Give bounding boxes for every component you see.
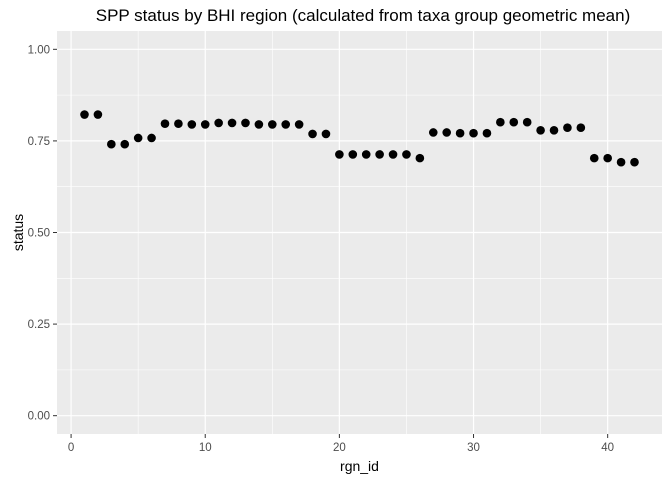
data-point xyxy=(174,119,183,128)
data-point xyxy=(308,129,317,139)
data-point xyxy=(107,139,116,149)
data-point xyxy=(335,150,344,159)
data-point xyxy=(321,129,331,139)
data-point xyxy=(482,128,492,138)
data-point xyxy=(160,119,170,128)
y-axis-title: status xyxy=(10,214,26,251)
data-point xyxy=(187,120,197,129)
data-point xyxy=(469,128,478,138)
x-tick-label: 20 xyxy=(333,442,346,454)
data-point xyxy=(522,117,532,127)
data-point xyxy=(268,120,277,129)
data-point xyxy=(227,118,237,128)
x-tick-label: 10 xyxy=(199,442,212,454)
data-point xyxy=(294,120,304,129)
x-tick-label: 40 xyxy=(601,442,614,454)
y-tick-label: 0.50 xyxy=(28,228,50,240)
data-point xyxy=(603,153,612,163)
data-point xyxy=(549,125,559,135)
data-point xyxy=(375,150,384,159)
data-point xyxy=(254,120,264,129)
data-point xyxy=(214,118,223,128)
data-point xyxy=(630,157,639,167)
data-point xyxy=(563,123,572,133)
data-point xyxy=(133,133,143,143)
data-point xyxy=(496,117,505,127)
y-tick-label: 0.00 xyxy=(28,411,50,423)
data-point xyxy=(80,110,89,119)
data-point xyxy=(348,150,358,159)
data-point xyxy=(147,133,156,143)
data-point xyxy=(200,120,210,129)
data-point xyxy=(616,157,626,167)
data-point xyxy=(536,125,545,135)
y-tick-label: 0.75 xyxy=(28,136,50,148)
data-point xyxy=(402,150,411,159)
data-point xyxy=(281,120,291,129)
data-points xyxy=(80,110,639,167)
data-point xyxy=(93,110,103,119)
data-point xyxy=(388,150,398,159)
data-point xyxy=(509,117,519,127)
data-point xyxy=(415,153,425,163)
chart-title: SPP status by BHI region (calculated fro… xyxy=(96,6,631,25)
data-point xyxy=(361,150,371,159)
data-point xyxy=(455,128,465,138)
y-axis-ticks: 0.00 0.25 0.50 0.75 1.00 xyxy=(28,44,57,423)
data-point xyxy=(576,123,586,133)
data-point xyxy=(589,153,599,163)
x-tick-label: 0 xyxy=(68,442,74,454)
x-tick-label: 30 xyxy=(467,442,480,454)
data-point xyxy=(428,128,438,137)
y-tick-label: 1.00 xyxy=(28,44,50,56)
data-point xyxy=(120,139,130,149)
data-point xyxy=(442,128,451,137)
grid-lines xyxy=(57,31,662,434)
y-tick-label: 0.25 xyxy=(28,319,50,331)
data-point xyxy=(241,118,250,128)
x-axis-title: rgn_id xyxy=(340,458,379,474)
x-axis-ticks: 0 10 20 30 40 xyxy=(68,434,614,454)
